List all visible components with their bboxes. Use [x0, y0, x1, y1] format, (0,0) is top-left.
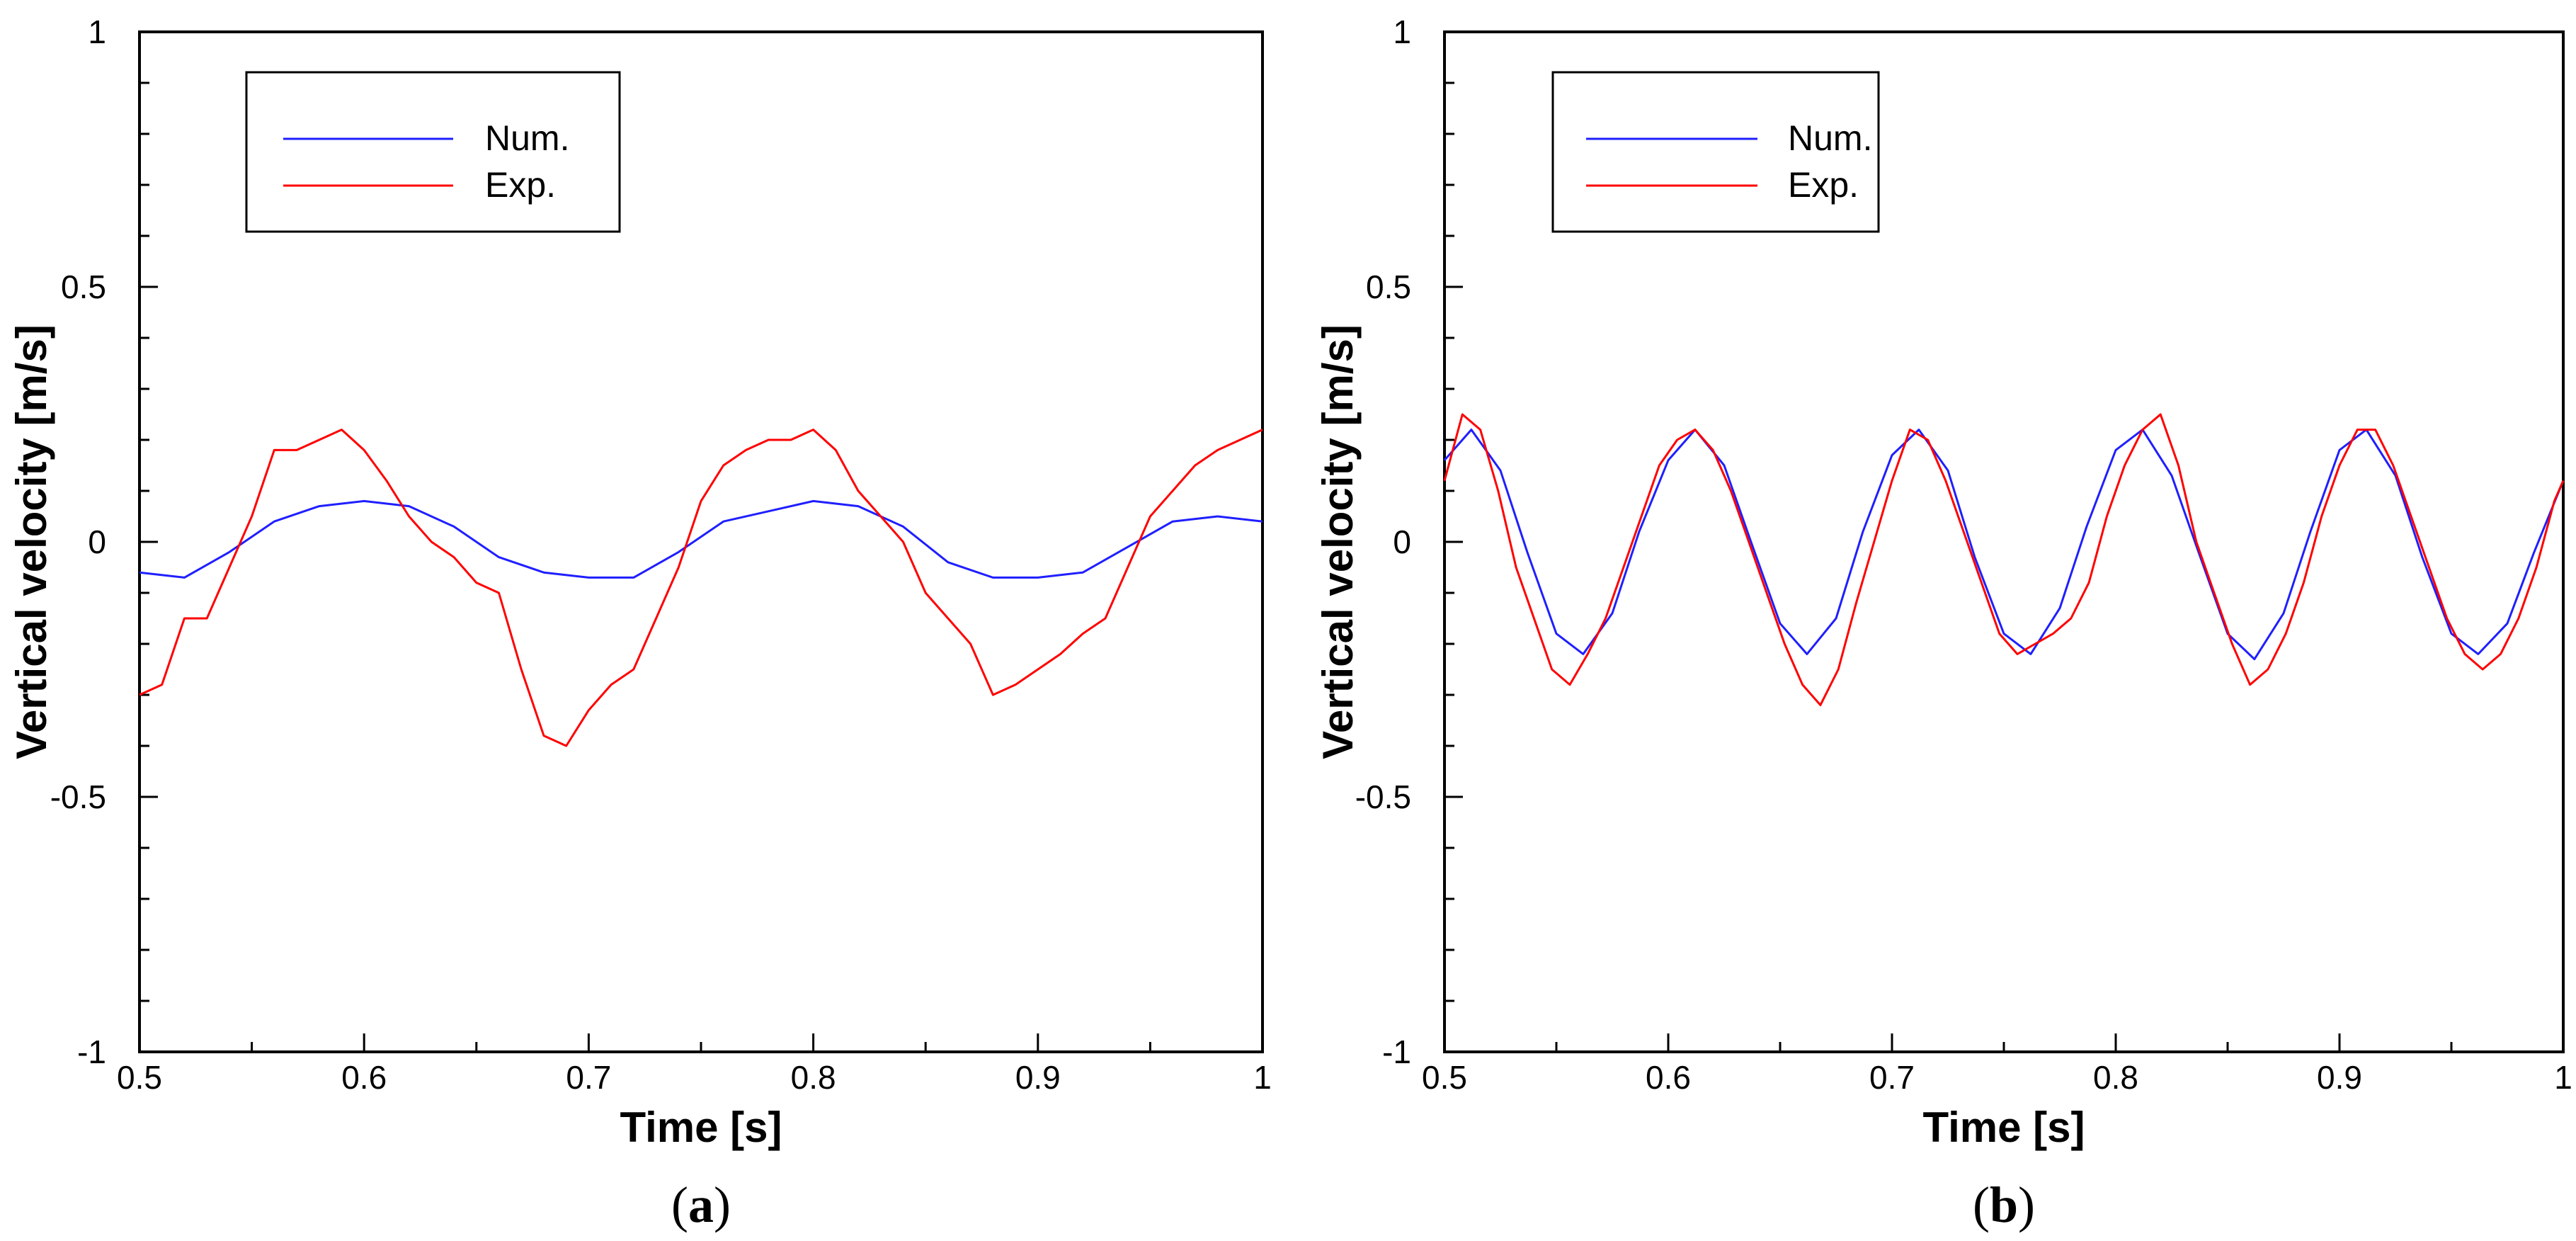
series-line-num: [1443, 429, 2565, 661]
legend-label-num: Num.: [1788, 118, 1872, 158]
y-tick-label: 1: [88, 13, 106, 50]
legend-label-num: Num.: [485, 118, 569, 158]
y-tick-label: -0.5: [50, 778, 106, 815]
x-tick-label: 0.9: [2317, 1059, 2362, 1096]
x-tick-label: 0.7: [1869, 1059, 1915, 1096]
x-tick-label: 0.9: [1015, 1059, 1061, 1096]
series-line-num: [139, 499, 1263, 579]
panel-label-b-letter: b: [1990, 1177, 2018, 1233]
legend-label-exp: Exp.: [485, 165, 556, 205]
x-tick-label: 0.6: [1646, 1059, 1691, 1096]
series-layer: [139, 429, 1263, 747]
y-axis: -1 -0.5 0 0.5 1: [50, 13, 158, 1070]
x-tick-label: 0.5: [117, 1059, 162, 1096]
legend: Num. Exp.: [245, 71, 621, 233]
panel-label-b: (b): [1973, 1177, 2035, 1233]
y-axis-title: Vertical velocity [m/s]: [1314, 324, 1362, 759]
legend-label-exp: Exp.: [1788, 165, 1859, 205]
y-tick-label: 0.5: [61, 268, 106, 305]
x-tick-label: 0.8: [791, 1059, 836, 1096]
y-axis: -1 -0.5 0 0.5 1: [1355, 13, 1463, 1070]
x-tick-label: 0.6: [341, 1059, 387, 1096]
y-axis-title: Vertical velocity [m/s]: [8, 324, 55, 759]
series-line-exp: [1443, 413, 2565, 706]
panel-label-a-letter: a: [688, 1177, 714, 1233]
chart-panel-b: 0.5 0.6 0.7 0.8 0.9 1 -1 -0.5 0 0.5 1 Time [s] Ve…: [1314, 13, 2572, 1233]
x-tick-label: 0.5: [1422, 1059, 1467, 1096]
x-tick-label: 1: [1253, 1059, 1272, 1096]
x-axis: 0.5 0.6 0.7 0.8 0.9 1: [117, 1033, 1272, 1096]
legend-box: [245, 71, 621, 233]
x-tick-label: 0.8: [2093, 1059, 2138, 1096]
panel-label-a: (a): [671, 1177, 731, 1233]
series-line-exp: [139, 429, 1263, 747]
y-tick-label: -0.5: [1355, 778, 1411, 815]
y-tick-label: -1: [77, 1033, 106, 1070]
chart-panel-a: 0.5 0.6 0.7 0.8 0.9 1 -1 -0.5 0 0.5 1 Time [s] Ve…: [8, 13, 1272, 1233]
x-axis: 0.5 0.6 0.7 0.8 0.9 1: [1422, 1033, 2572, 1096]
y-tick-label: 0: [1393, 523, 1411, 560]
legend-box: [1551, 71, 1880, 233]
x-tick-label: 0.7: [566, 1059, 611, 1096]
series-layer: [1443, 413, 2565, 706]
y-tick-label: 1: [1393, 13, 1411, 50]
legend: Num. Exp.: [1551, 71, 1880, 233]
y-tick-label: 0: [88, 523, 106, 560]
x-axis-title: Time [s]: [620, 1104, 782, 1151]
y-tick-label: -1: [1382, 1033, 1411, 1070]
y-tick-label: 0.5: [1366, 268, 1411, 305]
x-tick-label: 1: [2554, 1059, 2572, 1096]
x-axis-title: Time [s]: [1923, 1104, 2085, 1151]
